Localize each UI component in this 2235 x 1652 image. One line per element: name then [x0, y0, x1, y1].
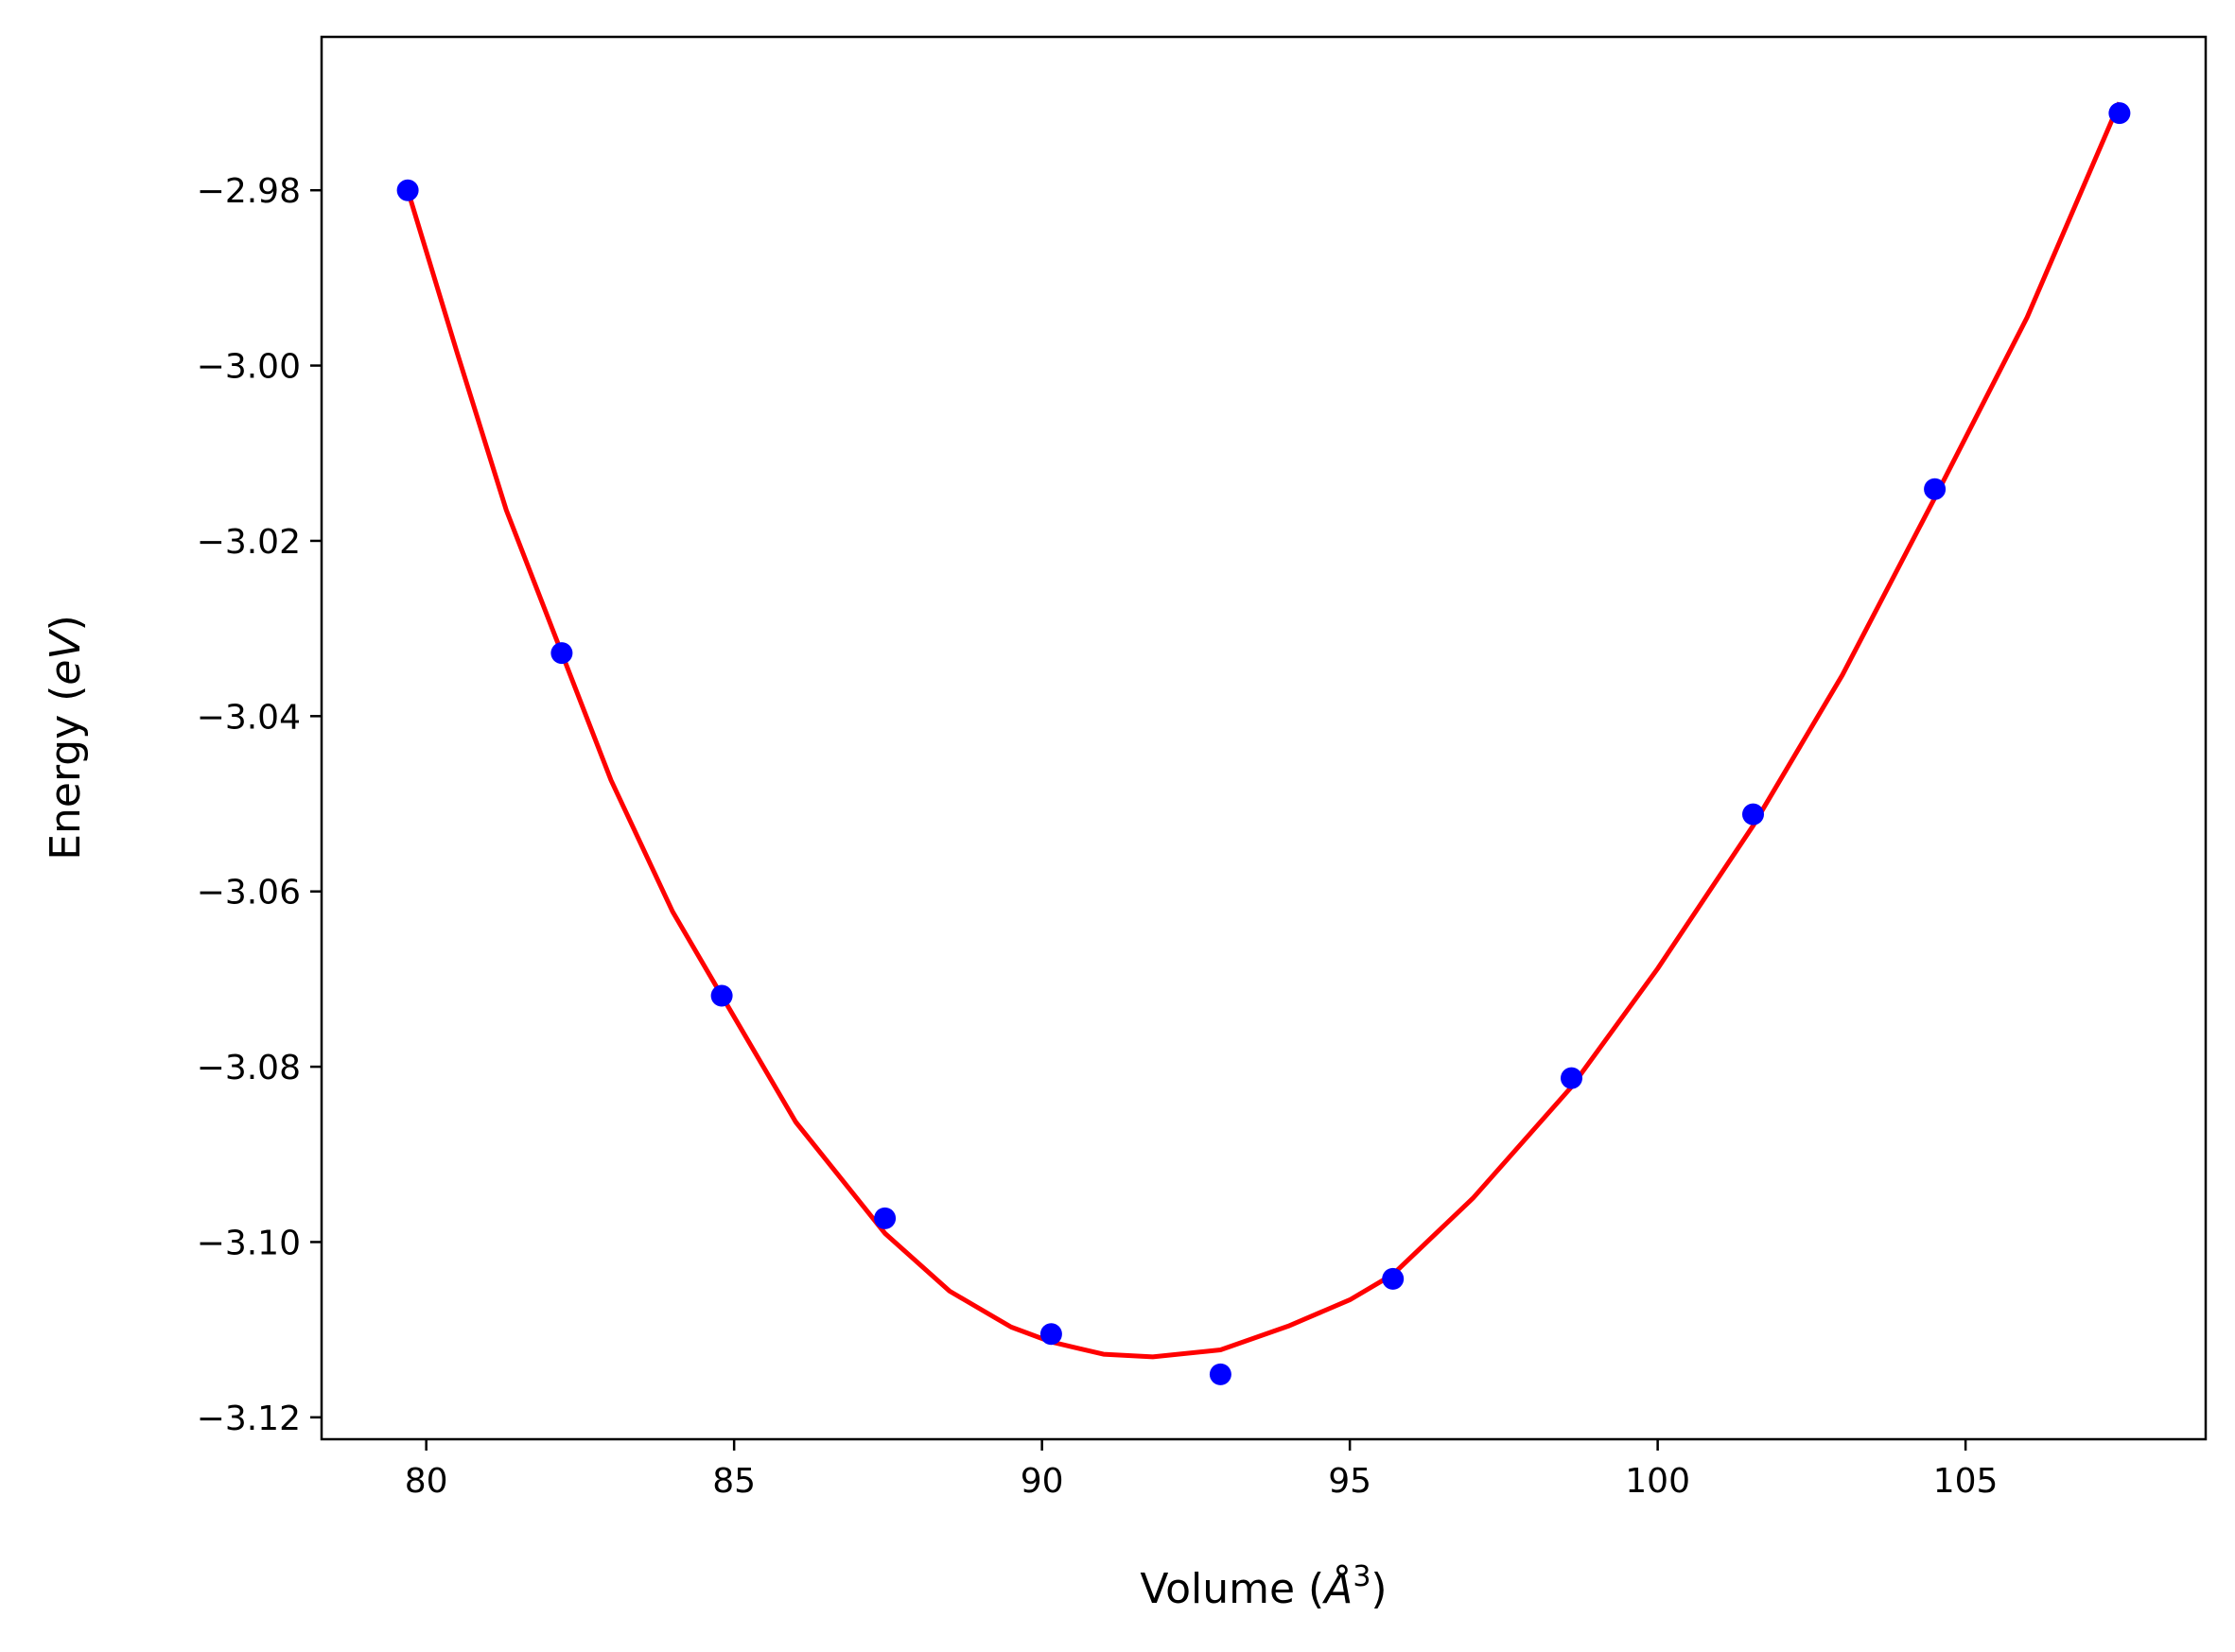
x-axis-label-exponent: 3 — [1353, 1560, 1371, 1593]
y-tick-label: −3.08 — [197, 1049, 301, 1087]
y-axis-label-close: ) — [42, 615, 90, 631]
y-tick-label: −3.02 — [197, 523, 301, 562]
x-axis-label-unit: Å — [1321, 1563, 1353, 1613]
x-tick-label: 80 — [405, 1462, 448, 1501]
y-axis-label-main: Energy ( — [42, 686, 90, 861]
y-tick-label: −3.12 — [197, 1400, 301, 1438]
data-point — [1742, 803, 1764, 826]
data-point — [1382, 1267, 1405, 1290]
y-tick-label: −3.10 — [197, 1224, 301, 1262]
x-tick-label: 100 — [1625, 1462, 1690, 1501]
data-point — [1561, 1067, 1582, 1089]
x-axis-label: Volume (Å3) — [1140, 1560, 1387, 1613]
data-point — [396, 179, 419, 201]
x-axis-label-close: ) — [1371, 1565, 1387, 1613]
x-tick-label: 95 — [1328, 1462, 1371, 1501]
data-point — [874, 1207, 897, 1229]
fit-curve — [405, 101, 2122, 1360]
y-axis-label-unit: eV — [42, 629, 90, 686]
plot-area — [396, 101, 2131, 1385]
plot-frame — [320, 35, 2208, 1441]
x-axis-label-main: Volume ( — [1140, 1565, 1324, 1613]
y-axis: −2.98 −3.00 −3.02 −3.04 −3.06 −3.08 −3.10 −3.12 — [197, 172, 322, 1438]
x-tick-label: 90 — [1021, 1462, 1064, 1501]
x-tick-label: 105 — [1933, 1462, 1999, 1501]
data-point — [550, 642, 573, 665]
y-tick-label: −3.04 — [197, 698, 301, 737]
y-tick-label: −3.00 — [197, 348, 301, 387]
x-tick-label: 85 — [712, 1462, 756, 1501]
data-point — [1209, 1363, 1231, 1385]
data-point — [2108, 102, 2131, 125]
y-tick-label: −2.98 — [197, 172, 301, 211]
data-point — [710, 984, 733, 1007]
data-point — [1039, 1323, 1062, 1346]
x-axis: 80 85 90 95 100 105 — [405, 1439, 1999, 1501]
y-tick-label: −3.06 — [197, 874, 301, 913]
y-axis-label: Energy (eV) — [42, 615, 90, 861]
data-point — [1924, 478, 1947, 500]
